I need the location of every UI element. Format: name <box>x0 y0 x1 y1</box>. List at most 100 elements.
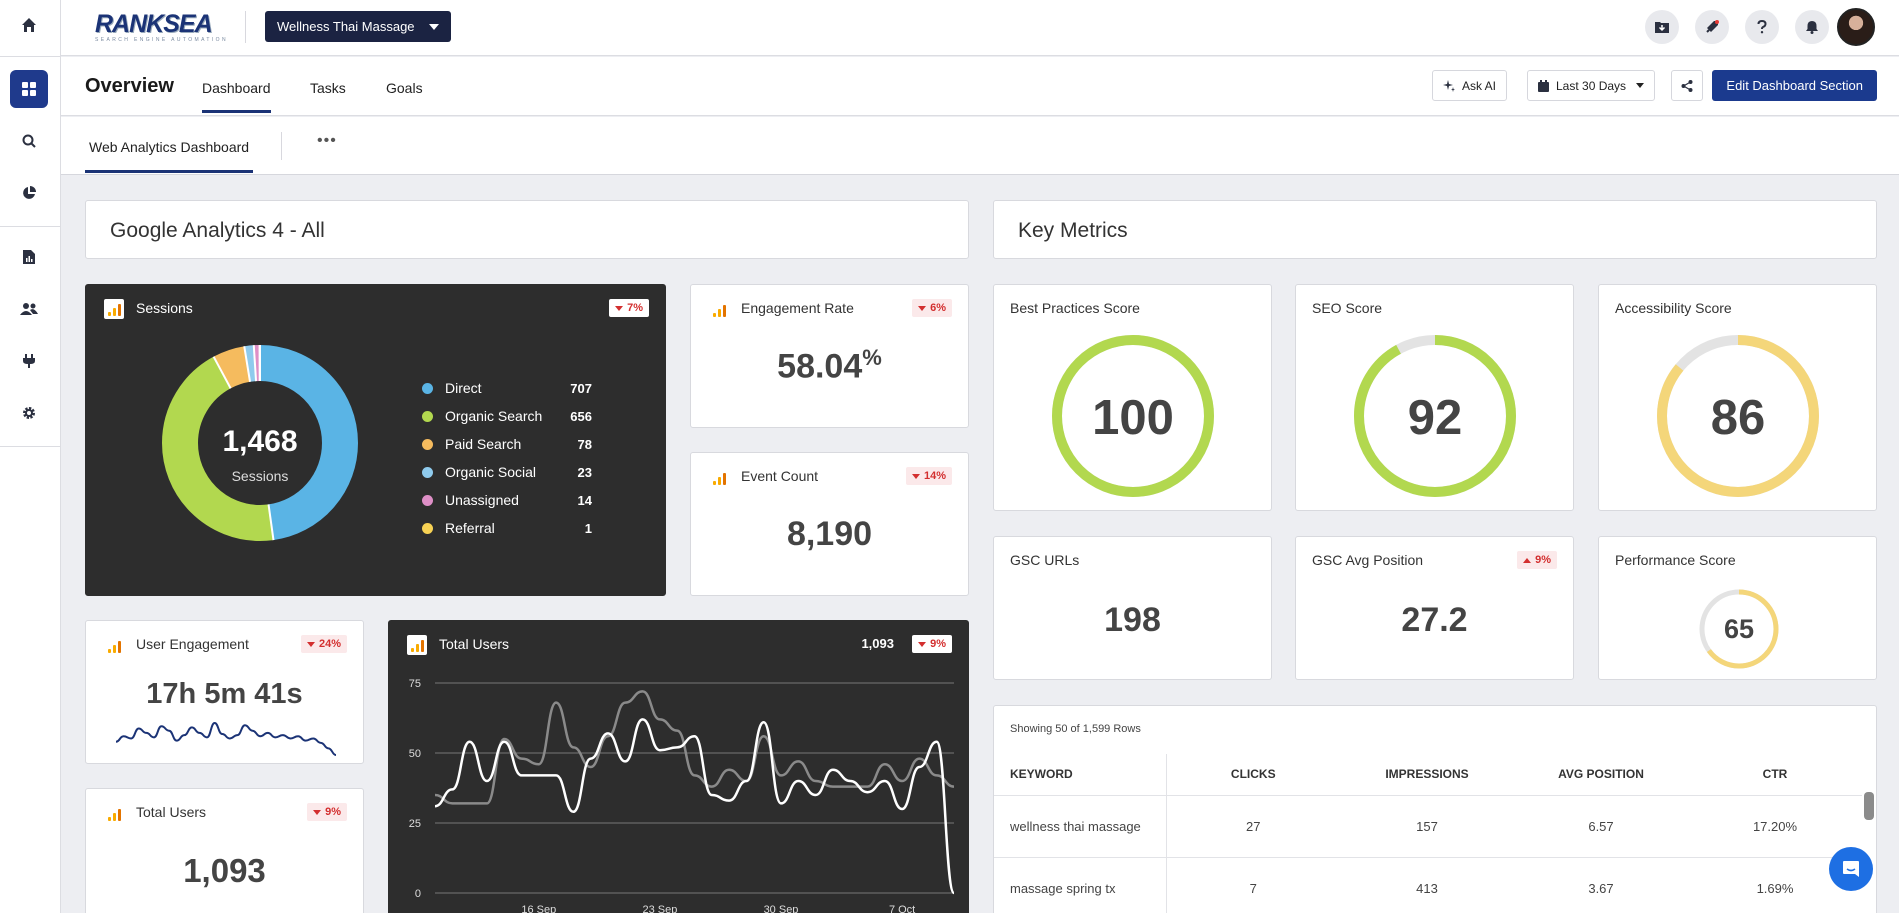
page-header: Overview Dashboard Tasks Goals Ask AI La… <box>61 57 1899 116</box>
ranksea-logo[interactable]: RANKSEA SEARCH ENGINE AUTOMATION <box>95 10 228 43</box>
home-nav-button[interactable] <box>10 6 48 44</box>
question-icon <box>1757 20 1767 34</box>
plug-icon <box>23 354 35 368</box>
performance-score-gauge <box>1699 589 1779 669</box>
documents-nav-button[interactable] <box>10 238 48 276</box>
arrow-down-icon <box>313 809 322 815</box>
event-count-value: 8,190 <box>786 515 873 553</box>
tab-goals[interactable]: Goals <box>386 80 423 96</box>
column-header-ctr[interactable]: CTR <box>1762 767 1788 782</box>
legend-item-organic-social[interactable]: Organic Social 23 <box>422 464 592 480</box>
gauge-fill <box>1699 589 1779 669</box>
ask-ai-button[interactable]: Ask AI <box>1432 70 1508 101</box>
integrations-nav-button[interactable] <box>10 342 48 380</box>
sessions-card: Sessions 7% 1,468 Sessions Direct 707 Orga… <box>85 284 666 596</box>
x-tick-label: 30 Sep <box>764 904 799 913</box>
logo-tagline: SEARCH ENGINE AUTOMATION <box>95 37 228 43</box>
engagement-rate-change-badge: 6% <box>912 299 952 317</box>
search-icon <box>22 134 36 148</box>
legend-value: 656 <box>570 408 592 424</box>
badge-value: 7% <box>627 302 643 314</box>
table-cell: wellness thai massage <box>994 794 1167 857</box>
column-header-keyword[interactable]: KEYWORD <box>994 754 1167 795</box>
user-engagement-sparkline <box>116 721 336 756</box>
edit-dashboard-button[interactable]: Edit Dashboard Section <box>1712 70 1877 101</box>
x-tick-label: 7 Oct <box>889 904 915 913</box>
tab-tasks[interactable]: Tasks <box>310 80 346 96</box>
share-button[interactable] <box>1671 70 1703 101</box>
legend-item-paid-search[interactable]: Paid Search 78 <box>422 436 592 452</box>
legend-value: 707 <box>570 380 592 396</box>
dashboard-tabs-bar: Web Analytics Dashboard ••• <box>61 117 1899 175</box>
column-header-avg-position[interactable]: AVG POSITION <box>1558 767 1644 782</box>
score-title: Best Practices Score <box>1010 300 1140 316</box>
legend-item-organic-search[interactable]: Organic Search 656 <box>422 408 592 424</box>
score-value: 92 <box>1407 391 1463 445</box>
reports-nav-button[interactable] <box>10 174 48 212</box>
gsc-avg-position-badge: 9% <box>1517 551 1557 569</box>
badge-value: 6% <box>930 302 946 314</box>
user-avatar[interactable] <box>1837 8 1875 46</box>
search-nav-button[interactable] <box>10 122 48 160</box>
gsc-urls-title: GSC URLs <box>1010 552 1080 568</box>
gauge-fill <box>1657 335 1819 497</box>
logo-text: RANKSEA <box>95 10 213 38</box>
table-cell: 17.20% <box>1688 794 1862 857</box>
google-analytics-icon <box>709 299 729 319</box>
gsc-urls-card: GSC URLs 198 <box>993 536 1272 680</box>
sessions-legend: Direct 707 Organic Search 656 Paid Search 78 O… <box>422 380 592 540</box>
users-nav-button[interactable] <box>10 290 48 328</box>
tab-web-analytics-dashboard[interactable]: Web Analytics Dashboard <box>85 139 254 173</box>
donut-slice-organic-search[interactable] <box>162 345 358 541</box>
folder-download-icon <box>1655 22 1669 33</box>
top-bar: RANKSEA SEARCH ENGINE AUTOMATION Wellnes… <box>61 0 1899 56</box>
sessions-change-badge: 7% <box>609 299 649 317</box>
legend-dot <box>422 522 433 534</box>
badge-value: 14% <box>923 470 946 482</box>
ask-ai-label: Ask AI <box>1462 78 1497 93</box>
column-header-clicks[interactable]: CLICKS <box>1230 767 1276 782</box>
notifications-button[interactable] <box>1795 10 1829 44</box>
table-scrollbar-thumb[interactable] <box>1864 792 1874 820</box>
chat-launcher-button[interactable] <box>1829 847 1873 891</box>
legend-item-unassigned[interactable]: Unassigned 14 <box>422 492 592 508</box>
legend-item-direct[interactable]: Direct 707 <box>422 380 592 396</box>
help-button[interactable] <box>1745 10 1779 44</box>
arrow-up-icon <box>1523 557 1532 563</box>
gsc-avg-position-value: 27.2 <box>1401 601 1468 639</box>
client-selector[interactable]: Wellness Thai Massage <box>265 11 451 42</box>
badge-value: 24% <box>318 638 341 650</box>
table-cell: 27 <box>1166 794 1340 857</box>
date-range-selector[interactable]: Last 30 Days <box>1527 70 1656 101</box>
column-header-impressions[interactable]: IMPRESSIONS <box>1385 767 1469 782</box>
calendar-icon <box>1538 79 1549 92</box>
total-users-chart-badge: 9% <box>912 635 952 653</box>
table-caption: Showing 50 of 1,599 Rows <box>1010 723 1141 735</box>
score-card-seo-score: SEO Score 92 <box>1295 284 1574 511</box>
section-header-key-metrics: Key Metrics <box>993 200 1877 259</box>
table-row[interactable]: massage spring tx 7 413 3.67 1.69% <box>994 856 1862 913</box>
grid-icon <box>22 82 36 96</box>
table-row[interactable]: wellness thai massage 27 157 6.57 17.20% <box>994 794 1862 857</box>
dashboard-nav-button[interactable] <box>10 70 48 108</box>
legend-label: Direct <box>445 380 482 396</box>
more-dots-icon[interactable]: ••• <box>317 132 337 149</box>
caret-down-icon <box>428 24 439 30</box>
google-analytics-icon <box>104 803 124 823</box>
user-engagement-title: User Engagement <box>136 636 249 652</box>
section-title: Key Metrics <box>1018 219 1128 242</box>
google-analytics-icon <box>709 467 729 487</box>
sessions-total-label: Sessions <box>231 468 289 484</box>
settings-nav-button[interactable] <box>10 394 48 432</box>
legend-label: Organic Social <box>445 464 537 480</box>
gsc-urls-value: 198 <box>1104 601 1161 639</box>
download-button[interactable] <box>1645 10 1679 44</box>
table-header-row: KEYWORD CLICKS IMPRESSIONS AVG POSITION CTR <box>994 754 1862 795</box>
whats-new-button[interactable] <box>1695 10 1729 44</box>
tab-dashboard[interactable]: Dashboard <box>202 80 271 113</box>
score-gauge <box>1657 335 1819 497</box>
score-title: SEO Score <box>1312 300 1383 316</box>
total-users-chart-title: Total Users <box>439 636 510 652</box>
section-title: Google Analytics 4 - All <box>110 219 325 242</box>
legend-item-referral[interactable]: Referral 1 <box>422 520 592 536</box>
